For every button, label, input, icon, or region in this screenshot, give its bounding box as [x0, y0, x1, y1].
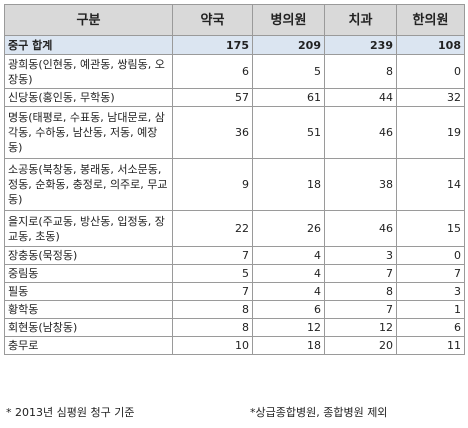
total-row: 중구 합계 175 209 239 108 — [4, 35, 465, 55]
hospital-count: 18 — [252, 158, 325, 211]
pharmacy-count: 36 — [172, 106, 253, 159]
hospital-count: 18 — [252, 336, 325, 355]
oriental-count: 11 — [396, 336, 465, 355]
oriental-count: 0 — [396, 54, 465, 89]
row-name: 을지로(주교동, 방산동, 입정동, 장교동, 초동) — [4, 210, 173, 247]
row-name: 명동(태평로, 수표동, 남대문로, 삼각동, 수하동, 남산동, 저동, 예장… — [4, 106, 173, 159]
hospital-count: 51 — [252, 106, 325, 159]
total-hospital: 209 — [252, 35, 325, 55]
pharmacy-count: 8 — [172, 318, 253, 337]
hospital-count: 4 — [252, 264, 325, 283]
pharmacy-count: 57 — [172, 88, 253, 107]
table-row: 신당동(홍인동, 무학동) 57 61 44 32 — [4, 88, 465, 107]
dental-count: 8 — [324, 282, 397, 301]
row-name: 장충동(묵정동) — [4, 246, 173, 265]
oriental-count: 6 — [396, 318, 465, 337]
footnote-source: * 2013년 심평원 청구 기준 — [6, 406, 135, 419]
dental-count: 46 — [324, 106, 397, 159]
header-dental: 치과 — [324, 4, 397, 36]
dental-count: 7 — [324, 264, 397, 283]
table-row: 중림동 5 4 7 7 — [4, 264, 465, 283]
header-row: 구분 약국 병의원 치과 한의원 — [4, 4, 465, 36]
row-name: 소공동(북창동, 봉래동, 서소문동, 정동, 순화동, 충정로, 의주로, 무… — [4, 158, 173, 211]
oriental-count: 1 — [396, 300, 465, 319]
total-pharmacy: 175 — [172, 35, 253, 55]
dental-count: 38 — [324, 158, 397, 211]
pharmacy-count: 22 — [172, 210, 253, 247]
dental-count: 8 — [324, 54, 397, 89]
footnote-exclusion: *상급종합병원, 종합병원 제외 — [250, 406, 388, 419]
table-row: 명동(태평로, 수표동, 남대문로, 삼각동, 수하동, 남산동, 저동, 예장… — [4, 106, 465, 159]
pharmacy-count: 5 — [172, 264, 253, 283]
header-pharmacy: 약국 — [172, 4, 253, 36]
dental-count: 7 — [324, 300, 397, 319]
table-row: 소공동(북창동, 봉래동, 서소문동, 정동, 순화동, 충정로, 의주로, 무… — [4, 158, 465, 211]
row-name: 필동 — [4, 282, 173, 301]
row-name: 황학동 — [4, 300, 173, 319]
hospital-count: 61 — [252, 88, 325, 107]
pharmacy-count: 7 — [172, 282, 253, 301]
dental-count: 12 — [324, 318, 397, 337]
hospital-count: 26 — [252, 210, 325, 247]
oriental-count: 19 — [396, 106, 465, 159]
hospital-count: 5 — [252, 54, 325, 89]
header-oriental: 한의원 — [396, 4, 465, 36]
row-name: 충무로 — [4, 336, 173, 355]
table-row: 장충동(묵정동) 7 4 3 0 — [4, 246, 465, 265]
row-name: 신당동(홍인동, 무학동) — [4, 88, 173, 107]
oriental-count: 3 — [396, 282, 465, 301]
hospital-count: 4 — [252, 246, 325, 265]
row-name: 회현동(남창동) — [4, 318, 173, 337]
row-name: 중림동 — [4, 264, 173, 283]
total-label: 중구 합계 — [4, 35, 173, 55]
hospital-count: 12 — [252, 318, 325, 337]
pharmacy-count: 7 — [172, 246, 253, 265]
dental-count: 3 — [324, 246, 397, 265]
table-row: 필동 7 4 8 3 — [4, 282, 465, 301]
header-hospital: 병의원 — [252, 4, 325, 36]
total-oriental: 108 — [396, 35, 465, 55]
pharmacy-count: 8 — [172, 300, 253, 319]
row-name: 광희동(인현동, 예관동, 쌍림동, 오장동) — [4, 54, 173, 89]
oriental-count: 0 — [396, 246, 465, 265]
pharmacy-count: 9 — [172, 158, 253, 211]
dental-count: 20 — [324, 336, 397, 355]
oriental-count: 32 — [396, 88, 465, 107]
oriental-count: 7 — [396, 264, 465, 283]
pharmacy-count: 10 — [172, 336, 253, 355]
header-region: 구분 — [4, 4, 173, 36]
oriental-count: 15 — [396, 210, 465, 247]
table-row: 회현동(남창동) 8 12 12 6 — [4, 318, 465, 337]
table-row: 황학동 8 6 7 1 — [4, 300, 465, 319]
dental-count: 46 — [324, 210, 397, 247]
table-row: 충무로 10 18 20 11 — [4, 336, 465, 355]
hospital-count: 6 — [252, 300, 325, 319]
dental-count: 44 — [324, 88, 397, 107]
table-row: 을지로(주교동, 방산동, 입정동, 장교동, 초동) 22 26 46 15 — [4, 210, 465, 247]
medical-facilities-table: 구분 약국 병의원 치과 한의원 중구 합계 175 209 239 108 광… — [4, 4, 465, 355]
pharmacy-count: 6 — [172, 54, 253, 89]
oriental-count: 14 — [396, 158, 465, 211]
hospital-count: 4 — [252, 282, 325, 301]
total-dental: 239 — [324, 35, 397, 55]
table-row: 광희동(인현동, 예관동, 쌍림동, 오장동) 6 5 8 0 — [4, 54, 465, 89]
